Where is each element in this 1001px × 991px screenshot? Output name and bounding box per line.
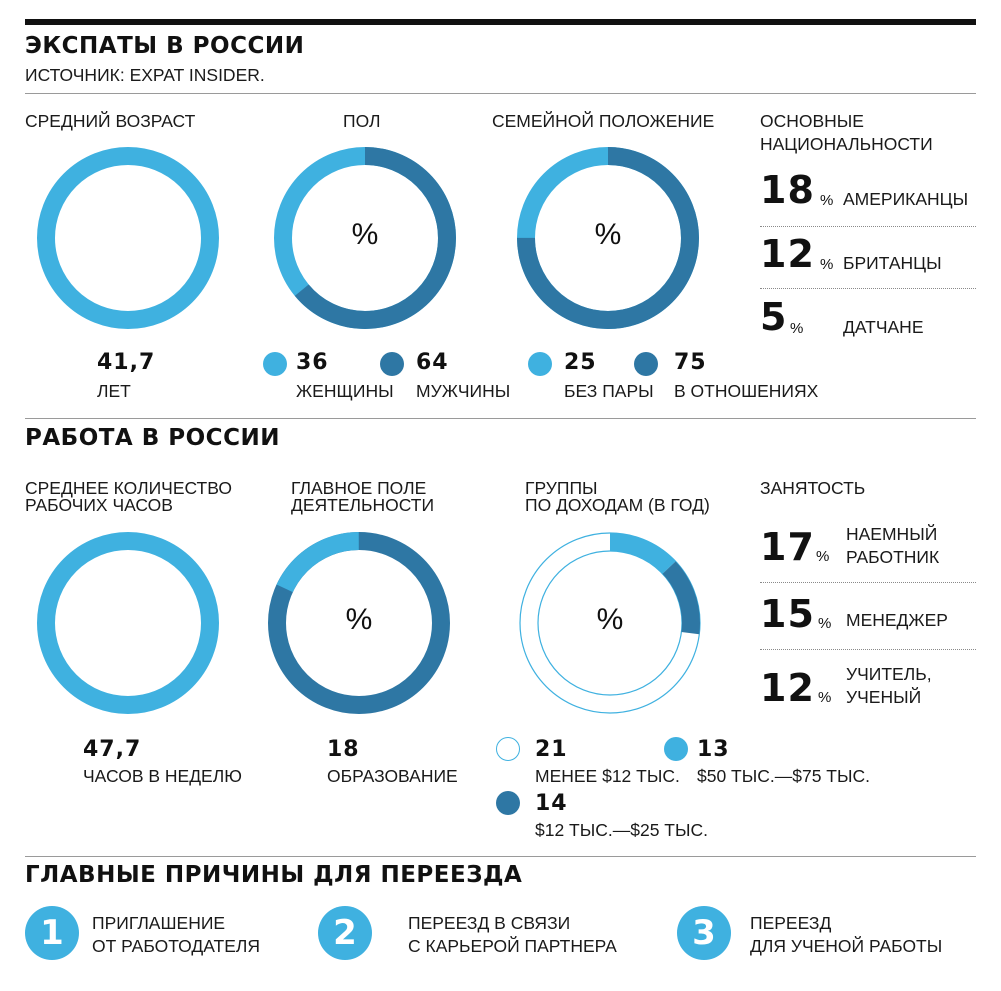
hours-caption-2: РАБОЧИХ ЧАСОВ <box>25 495 173 515</box>
reason-2-line1: ПЕРЕЕЗД В СВЯЗИ <box>408 913 571 933</box>
hours-caption-1: СРЕДНЕЕ КОЛИЧЕСТВО <box>25 478 232 498</box>
emp-teacher-label-2: УЧЕНЫЙ <box>846 687 922 707</box>
emp-teacher-value: 12 <box>760 666 815 710</box>
field-education-label: ОБРАЗОВАНИЕ <box>327 766 458 786</box>
emp-teacher-label-1: УЧИТЕЛЬ, <box>846 664 932 684</box>
gender-center-pct: % <box>351 218 379 251</box>
income-mid-label: $12 ТЫС.—$25 ТЫС. <box>535 820 708 840</box>
section3-rule <box>25 856 976 857</box>
income-high-arc <box>520 533 700 713</box>
marital-single-value: 25 <box>564 350 597 375</box>
hours-value: 47,7 <box>83 737 142 762</box>
reason-1-line1: ПРИГЛАШЕНИЕ <box>92 913 226 933</box>
marital-center-pct: % <box>594 218 622 251</box>
marital-single-label: БЕЗ ПАРЫ <box>564 381 654 401</box>
gender-caption: ПОЛ <box>343 111 381 131</box>
income-low-label: МЕНЕЕ $12 ТЫС. <box>535 766 680 786</box>
field-caption-1: ГЛАВНОЕ ПОЛЕ <box>291 478 427 498</box>
legend-dot-men <box>380 352 404 376</box>
emp-employee-pct: % <box>816 548 830 565</box>
nat-divider-2 <box>760 288 976 289</box>
income-donut <box>519 532 701 714</box>
top-rule <box>25 19 976 25</box>
age-caption: СРЕДНИЙ ВОЗРАСТ <box>25 111 196 131</box>
legend-dot-income-low <box>496 737 520 761</box>
gender-men-label: МУЖЧИНЫ <box>416 381 511 401</box>
source-note: ИСТОЧНИК: EXPAT INSIDER. <box>25 65 265 85</box>
legend-dot-income-mid <box>496 791 520 815</box>
income-high-label: $50 ТЫС.—$75 ТЫС. <box>697 766 870 786</box>
nat-danes-pct: % <box>790 320 804 337</box>
section1-rule <box>25 93 976 94</box>
emp-divider-1 <box>760 582 976 583</box>
section2-rule <box>25 418 976 419</box>
nat-americans-pct: % <box>820 192 834 209</box>
nat-danes-label: ДАТЧАНЕ <box>843 317 924 337</box>
legend-dot-women <box>263 352 287 376</box>
income-caption-1: ГРУППЫ <box>525 478 598 498</box>
emp-manager-label: МЕНЕДЖЕР <box>846 610 948 630</box>
field-education-arc <box>268 531 450 714</box>
emp-employee-label-2: РАБОТНИК <box>846 547 940 567</box>
reason-2-line2: С КАРЬЕРОЙ ПАРТНЕРА <box>408 936 617 956</box>
section2-title: РАБОТА В РОССИИ <box>25 425 280 451</box>
gender-donut <box>274 147 456 329</box>
section3-title: ГЛАВНЫЕ ПРИЧИНЫ ДЛЯ ПЕРЕЕЗДА <box>25 862 523 888</box>
marital-relationship-value: 75 <box>674 350 707 375</box>
age-value: 41,7 <box>97 350 156 375</box>
gender-women-value: 36 <box>296 350 329 375</box>
gender-men-arc <box>274 147 456 329</box>
nat-british-pct: % <box>820 256 834 273</box>
field-donut <box>268 531 450 714</box>
nationalities-caption-2: НАЦИОНАЛЬНОСТИ <box>760 134 933 154</box>
marital-relationship-arc <box>517 147 699 329</box>
income-mid-arc <box>520 533 700 713</box>
field-caption-2: ДЕЯТЕЛЬНОСТИ <box>291 495 435 515</box>
reason-3-line1: ПЕРЕЕЗД <box>750 913 832 933</box>
emp-teacher-pct: % <box>818 689 832 706</box>
income-caption-2: ПО ДОХОДАМ (В ГОД) <box>525 495 710 515</box>
nat-danes-value: 5 <box>760 295 788 339</box>
marital-caption: СЕМЕЙНОЙ ПОЛОЖЕНИЕ <box>492 111 715 131</box>
nat-british-label: БРИТАНЦЫ <box>843 253 942 273</box>
reason-3-badge: 3 <box>677 906 731 960</box>
nationalities-caption-1: ОСНОВНЫЕ <box>760 111 864 131</box>
nat-british-value: 12 <box>760 232 815 276</box>
income-high-value: 13 <box>697 737 730 762</box>
field-education-value: 18 <box>327 737 360 762</box>
age-unit: ЛЕТ <box>97 381 131 401</box>
reason-1-badge: 1 <box>25 906 79 960</box>
income-mid-value: 14 <box>535 791 568 816</box>
income-low-value: 21 <box>535 737 568 762</box>
employment-caption: ЗАНЯТОСТЬ <box>760 478 866 498</box>
marital-donut <box>517 147 699 329</box>
emp-manager-value: 15 <box>760 592 815 636</box>
legend-dot-single <box>528 352 552 376</box>
emp-manager-pct: % <box>818 615 832 632</box>
emp-employee-label-1: НАЕМНЫЙ <box>846 524 938 544</box>
field-center-pct: % <box>345 603 373 636</box>
legend-dot-income-high <box>664 737 688 761</box>
gender-women-label: ЖЕНЩИНЫ <box>296 381 394 401</box>
nat-americans-label: АМЕРИКАНЦЫ <box>843 189 969 209</box>
legend-dot-relationship <box>634 352 658 376</box>
marital-relationship-label: В ОТНОШЕНИЯХ <box>674 381 819 401</box>
nat-divider-1 <box>760 226 976 227</box>
emp-divider-2 <box>760 649 976 650</box>
reason-2-badge: 2 <box>318 906 372 960</box>
income-center-pct: % <box>596 603 624 636</box>
gender-men-value: 64 <box>416 350 449 375</box>
section1-title: ЭКСПАТЫ В РОССИИ <box>25 33 305 59</box>
reason-1-line2: ОТ РАБОТОДАТЕЛЯ <box>92 936 261 956</box>
reason-3-line2: ДЛЯ УЧЕНОЙ РАБОТЫ <box>750 936 943 956</box>
hours-ring <box>37 532 219 714</box>
hours-unit: ЧАСОВ В НЕДЕЛЮ <box>83 766 242 786</box>
nat-americans-value: 18 <box>760 168 815 212</box>
age-ring <box>37 147 219 329</box>
emp-employee-value: 17 <box>760 525 815 569</box>
